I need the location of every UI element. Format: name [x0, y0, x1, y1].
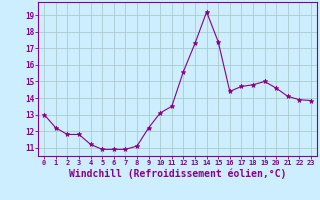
X-axis label: Windchill (Refroidissement éolien,°C): Windchill (Refroidissement éolien,°C)	[69, 169, 286, 179]
